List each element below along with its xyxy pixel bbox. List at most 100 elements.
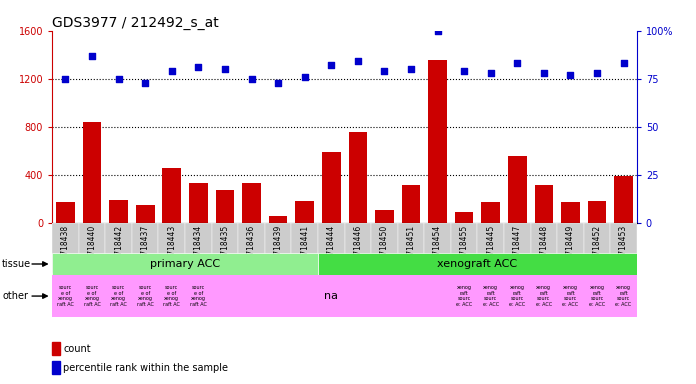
Bar <box>561 202 580 223</box>
Text: xenog
raft
sourc
e: ACC: xenog raft sourc e: ACC <box>456 285 472 307</box>
Bar <box>615 176 633 223</box>
Point <box>60 76 71 82</box>
Bar <box>375 210 394 223</box>
Bar <box>349 131 367 223</box>
Text: xenog
raft
sourc
e: ACC: xenog raft sourc e: ACC <box>615 285 631 307</box>
Bar <box>132 223 159 273</box>
Bar <box>242 183 261 223</box>
Bar <box>508 156 527 223</box>
Bar <box>584 223 610 273</box>
Point <box>246 76 257 82</box>
Text: tissue: tissue <box>2 259 31 269</box>
Bar <box>105 223 132 273</box>
Point <box>592 70 603 76</box>
Point <box>273 79 284 86</box>
Text: xenog
raft
sourc
e: ACC: xenog raft sourc e: ACC <box>589 285 605 307</box>
Point <box>193 64 204 70</box>
Bar <box>610 223 637 273</box>
Bar <box>79 223 105 273</box>
Point <box>219 66 230 72</box>
Bar <box>52 223 79 273</box>
Text: GSM718441: GSM718441 <box>300 225 309 271</box>
Text: GSM718449: GSM718449 <box>566 225 575 271</box>
Bar <box>189 183 207 223</box>
Point <box>113 76 124 82</box>
Text: GSM718447: GSM718447 <box>513 225 522 271</box>
Bar <box>557 223 584 273</box>
Text: other: other <box>2 291 28 301</box>
Text: percentile rank within the sample: percentile rank within the sample <box>63 363 228 373</box>
Text: xenog
raft
sourc
e: ACC: xenog raft sourc e: ACC <box>482 285 499 307</box>
Bar <box>504 223 530 273</box>
Text: GSM718445: GSM718445 <box>487 225 495 271</box>
Bar <box>482 202 500 223</box>
Bar <box>159 223 185 273</box>
Text: GSM718443: GSM718443 <box>167 225 176 271</box>
Point <box>618 60 629 66</box>
Bar <box>397 223 425 273</box>
Bar <box>371 223 397 273</box>
Text: count: count <box>63 344 91 354</box>
Text: GSM718451: GSM718451 <box>406 225 416 271</box>
Text: GSM718437: GSM718437 <box>141 225 150 271</box>
Text: GSM718454: GSM718454 <box>433 225 442 271</box>
Bar <box>292 223 318 273</box>
Point <box>512 60 523 66</box>
Text: na: na <box>324 291 338 301</box>
Point <box>352 58 363 65</box>
Bar <box>238 223 264 273</box>
Text: GSM718438: GSM718438 <box>61 225 70 271</box>
Text: primary ACC: primary ACC <box>150 259 220 269</box>
Text: GSM718435: GSM718435 <box>221 225 230 271</box>
Bar <box>185 223 212 273</box>
Bar <box>295 200 314 223</box>
Text: GSM718453: GSM718453 <box>619 225 628 271</box>
Bar <box>535 185 553 223</box>
Bar <box>52 253 318 275</box>
Bar <box>477 223 504 273</box>
Text: GSM718446: GSM718446 <box>354 225 363 271</box>
Text: xenograft ACC: xenograft ACC <box>437 259 517 269</box>
Text: sourc
e of
xenog
raft AC: sourc e of xenog raft AC <box>84 285 100 307</box>
Bar <box>52 361 60 374</box>
Bar <box>451 223 477 273</box>
Bar <box>264 223 292 273</box>
Text: GSM718452: GSM718452 <box>592 225 601 271</box>
Bar <box>269 216 287 223</box>
Text: GSM718436: GSM718436 <box>247 225 256 271</box>
Point <box>405 66 416 72</box>
Point <box>485 70 496 76</box>
Text: GSM718442: GSM718442 <box>114 225 123 271</box>
Bar <box>216 190 235 223</box>
Text: sourc
e of
xenog
raft AC: sourc e of xenog raft AC <box>57 285 74 307</box>
Text: xenog
raft
sourc
e: ACC: xenog raft sourc e: ACC <box>536 285 552 307</box>
Bar <box>454 212 473 223</box>
Bar <box>530 223 557 273</box>
Point <box>565 72 576 78</box>
Point <box>538 70 549 76</box>
Text: sourc
e of
xenog
raft AC: sourc e of xenog raft AC <box>164 285 180 307</box>
Text: GSM718439: GSM718439 <box>274 225 283 271</box>
Bar <box>345 223 371 273</box>
Text: xenog
raft
sourc
e: ACC: xenog raft sourc e: ACC <box>509 285 525 307</box>
Text: GSM718448: GSM718448 <box>539 225 548 271</box>
Bar <box>212 223 238 273</box>
Text: sourc
e of
xenog
raft AC: sourc e of xenog raft AC <box>137 285 154 307</box>
Text: GSM718444: GSM718444 <box>326 225 335 271</box>
Point <box>299 74 310 80</box>
Point <box>379 68 390 74</box>
Text: GDS3977 / 212492_s_at: GDS3977 / 212492_s_at <box>52 16 219 30</box>
Text: sourc
e of
xenog
raft AC: sourc e of xenog raft AC <box>190 285 207 307</box>
Point <box>326 62 337 68</box>
Bar <box>52 342 60 355</box>
Text: GSM718440: GSM718440 <box>88 225 97 271</box>
Text: GSM718455: GSM718455 <box>459 225 468 271</box>
Point <box>140 79 151 86</box>
Text: xenog
raft
sourc
e: ACC: xenog raft sourc e: ACC <box>562 285 578 307</box>
Point <box>166 68 177 74</box>
Bar <box>56 202 74 223</box>
Bar <box>428 60 447 223</box>
Text: sourc
e of
xenog
raft AC: sourc e of xenog raft AC <box>110 285 127 307</box>
Bar <box>425 223 451 273</box>
Bar <box>83 122 102 223</box>
